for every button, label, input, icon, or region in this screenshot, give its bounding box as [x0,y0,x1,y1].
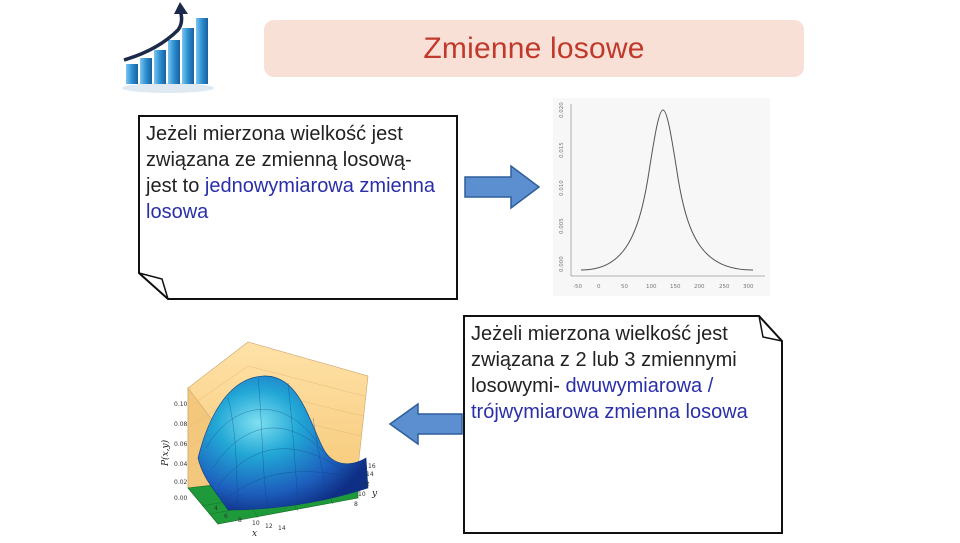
surface-y-tick: 14 [366,471,374,478]
surface-z-tick: 0.08 [174,421,188,428]
surface-y-tick: 12 [362,481,370,488]
surface-x-tick: 12 [265,523,273,530]
surface-z-label: P(x,y) [160,439,171,467]
surface-mesh [197,375,369,511]
surface-x-tick: 10 [252,520,260,527]
surface-y-tick: 8 [354,501,358,508]
bell-x-tick: 50 [621,284,628,290]
bell-y-tick: 0.020 [559,102,565,118]
bell-x-tick: 200 [694,284,705,290]
arrow-left-icon [388,402,464,446]
surface-x-tick: 4 [214,505,218,512]
surface-x-label: x [252,529,257,538]
bell-curve-line [580,109,754,271]
bell-x-tick: 100 [646,284,657,290]
bell-x-tick: 0 [597,284,601,290]
callout-multivariate-text: Jeżeli mierzona wielkość jest związana z… [471,321,773,425]
surface-z-tick: 0.10 [174,401,188,408]
surface-z-tick: 0.00 [174,495,188,502]
surface-x-tick: 8 [238,517,242,524]
callout-multivariate-plain: Jeżeli mierzona wielkość jest związana z… [471,323,737,397]
callout-multivariate-accent: dwuwymiarowa / trójwymiarowa zmienna los… [471,375,748,423]
growth-chart-icon [118,0,218,96]
bell-y-tick: 0.015 [559,142,565,158]
surface-y-tick: 16 [368,463,376,470]
surface-y-label: y [371,489,378,499]
callout-multivariate: Jeżeli mierzona wielkość jest związana z… [463,315,783,534]
callout-univariate-plain: Jeżeli mierzona wielkość jest związana z… [146,123,412,197]
surface-x-tick: 14 [278,525,286,532]
callout-univariate-text: Jeżeli mierzona wielkość jest związana z… [146,121,448,225]
bell-x-tick: 300 [743,284,754,290]
surface-y-tick: 10 [358,491,366,498]
bell-y-tick: 0.010 [559,180,565,196]
surface-z-tick: 0.02 [174,479,188,486]
surface-z-tick: 0.06 [174,441,188,448]
surface-x-tick: 6 [224,513,228,520]
bell-y-tick: 0.005 [559,218,565,234]
bell-x-tick: -50 [573,284,582,290]
surface-z-tick: 0.04 [174,461,188,468]
callout-univariate: Jeżeli mierzona wielkość jest związana z… [138,115,458,300]
bell-y-tick: 0.000 [559,256,565,272]
arrow-right-icon [463,164,541,210]
bell-curve-chart: 0.020 0.015 0.010 0.005 0.000 -50 0 50 1… [553,98,770,296]
slide-title: Zmienne losowe [423,31,645,65]
surface-3d-chart: 0.10 0.08 0.06 0.04 0.02 0.00 4 6 8 10 1… [158,338,390,539]
title-banner: Zmienne losowe [264,20,804,77]
bell-x-tick: 150 [670,284,681,290]
callout-univariate-accent: jednowymiarowa zmienna losowa [146,175,436,223]
bell-x-tick: 250 [719,284,730,290]
